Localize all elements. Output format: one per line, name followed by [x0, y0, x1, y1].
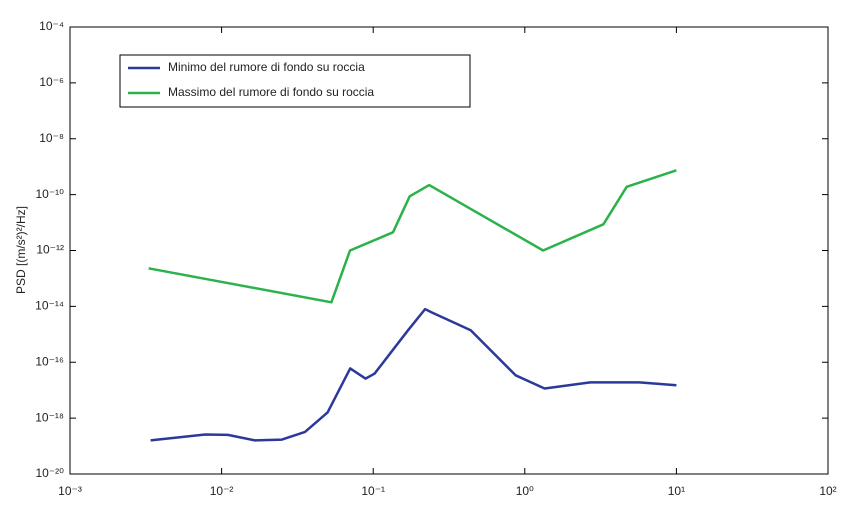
y-tick-label: 10⁻¹⁶ — [35, 354, 64, 368]
y-tick-label: 10⁻²⁰ — [36, 466, 65, 480]
x-tick-label: 10⁰ — [516, 484, 534, 498]
y-tick-label: 10⁻⁸ — [39, 131, 64, 145]
y-tick-label: 10⁻¹⁸ — [35, 410, 64, 424]
x-tick-label: 10⁻³ — [58, 484, 82, 498]
x-tick-label: 10⁻² — [210, 484, 234, 498]
y-tick-label: 10⁻⁶ — [39, 75, 64, 89]
x-tick-label: 10² — [819, 484, 836, 498]
y-tick-label: 10⁻¹⁰ — [36, 187, 65, 201]
y-axis-label: PSD [(m/s²)²/Hz] — [14, 206, 28, 294]
x-tick-label: 10⁻¹ — [361, 484, 385, 498]
y-tick-label: 10⁻¹⁴ — [35, 299, 64, 313]
chart: PSD [(m/s²)²/Hz] 10⁻³ 10⁻² 10⁻¹ 10⁰ 10¹ 10² 10… — [0, 0, 849, 507]
x-tick-label: 10¹ — [668, 484, 685, 498]
series-line — [149, 170, 677, 302]
series-line — [151, 309, 677, 440]
legend-label: Massimo del rumore di fondo su roccia — [168, 85, 374, 99]
legend-label: Minimo del rumore di fondo su roccia — [168, 60, 365, 74]
y-tick-label: 10⁻⁴ — [39, 19, 64, 33]
page: {"chart_data": { "type": "line", "y_labe… — [0, 0, 849, 507]
y-tick-label: 10⁻¹² — [36, 243, 64, 257]
